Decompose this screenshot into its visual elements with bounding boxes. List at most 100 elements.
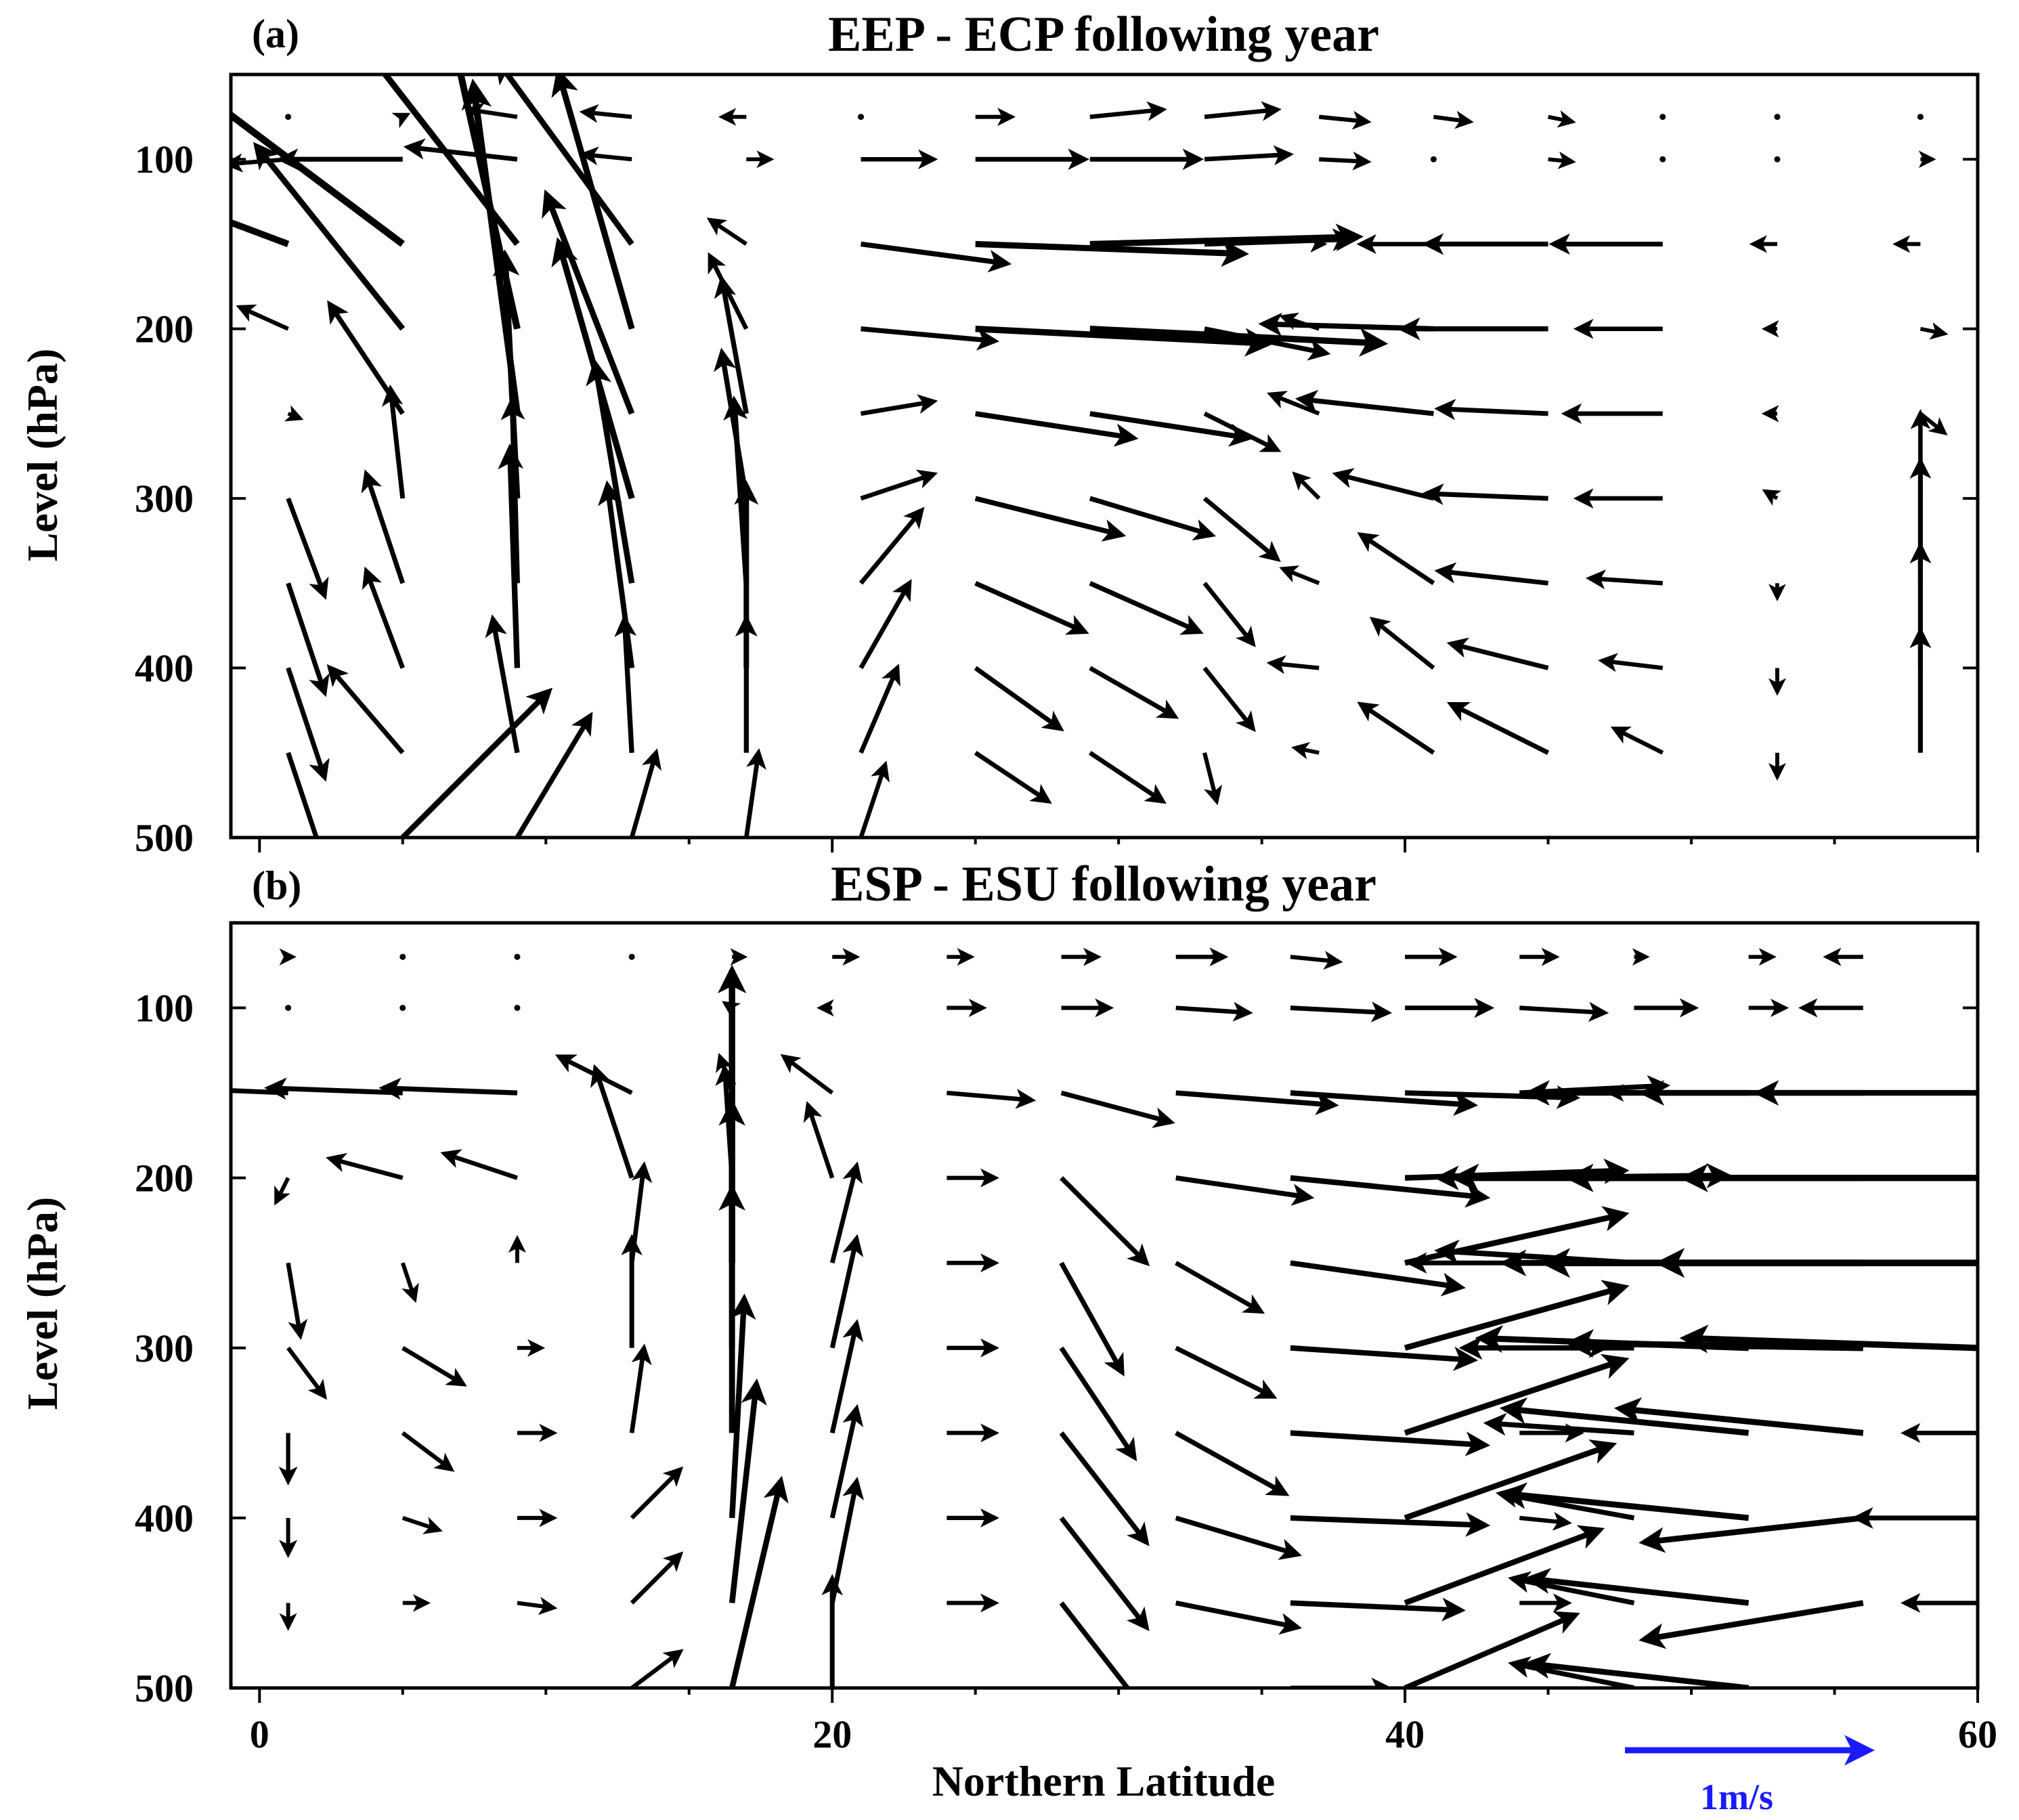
wind-vector-a (400, 687, 553, 838)
wind-vector-b (1290, 1345, 1479, 1371)
wind-vector-a (1357, 701, 1435, 755)
wind-vector-a (1202, 752, 1223, 806)
wind-vector-a (1089, 101, 1167, 121)
wind-vector-b (286, 1346, 327, 1400)
y-tick-label: 100 (135, 987, 194, 1031)
y-tick-label: 100 (135, 137, 194, 181)
wind-vector-a (1357, 532, 1435, 586)
wind-vector-a (362, 566, 406, 669)
wind-vector-b (1565, 1328, 1863, 1358)
wind-vector-b (401, 1431, 455, 1472)
x-tick-label: 40 (1385, 1712, 1425, 1756)
wind-vector-a (1319, 835, 1372, 838)
x-axis-label: Northern Latitude (932, 1757, 1276, 1805)
wind-vector-a (579, 146, 632, 166)
wind-vector-b (1175, 1090, 1339, 1116)
wind-vector-b (628, 953, 635, 960)
wind-vector-b (1175, 1261, 1265, 1314)
wind-vector-a (1089, 496, 1217, 541)
wind-vector-a (1089, 411, 1253, 447)
wind-vector-a (1433, 110, 1474, 129)
wind-vector-a (579, 104, 632, 123)
wind-vector-a (542, 189, 635, 415)
wind-vector-a (974, 581, 1089, 635)
wind-vector-a (285, 114, 292, 121)
wind-vector-b (1290, 1597, 1466, 1622)
wind-vector-b (1404, 1525, 1605, 1606)
wind-vector-a (1434, 399, 1548, 420)
wind-vector-b (1290, 1001, 1393, 1022)
panel-b-title: ESP - ESU following year (831, 857, 1376, 912)
wind-vector-b (399, 953, 406, 960)
wind-vector-a (1430, 156, 1437, 162)
wind-vector-a (1434, 562, 1548, 586)
wind-vector-a (1203, 411, 1282, 452)
wind-vector-b (829, 1319, 864, 1434)
wind-vector-a (1919, 322, 1949, 340)
panel-a-frame (229, 72, 1980, 840)
wind-vector-b (517, 1597, 558, 1616)
wind-vector-a (1598, 653, 1664, 672)
wind-vector-a (1202, 496, 1281, 563)
wind-vector-b (286, 1262, 308, 1340)
wind-vector-a (1917, 114, 1924, 121)
wind-vector-a (1267, 391, 1320, 416)
wind-vector-b (1060, 1090, 1175, 1129)
wind-vector-a (500, 395, 525, 584)
wind-vector-b (1404, 1439, 1618, 1521)
y-tick-label: 200 (135, 1156, 194, 1200)
wind-vector-a (494, 74, 634, 246)
wind-vector-a (706, 217, 748, 246)
wind-vector-a (975, 325, 1274, 357)
wind-vector-a (1548, 835, 1601, 838)
wind-vector-a (1548, 110, 1576, 128)
wind-vector-b (440, 1149, 518, 1180)
wind-vector-a (1204, 326, 1331, 361)
wind-vector-a (1659, 156, 1666, 162)
x-tick-label: 20 (812, 1712, 852, 1756)
wind-vector-b (1290, 1175, 1491, 1208)
panel-a-ticks: 100 200 300 400 500 (135, 137, 1979, 860)
wind-vector-b (1290, 1090, 1479, 1117)
wind-vector-a (1202, 666, 1256, 733)
wind-vector-a (743, 748, 766, 838)
wind-vector-a (361, 469, 406, 584)
wind-vector-a (1319, 151, 1372, 171)
wind-vector-b (803, 1101, 835, 1179)
wind-vector-a (551, 74, 635, 330)
wind-vector-a (1659, 114, 1666, 121)
wind-vector-a (1610, 727, 1664, 755)
wind-vector-a (974, 496, 1127, 542)
wind-vector-b (729, 1475, 789, 1688)
wind-vector-a (236, 304, 289, 331)
wind-vector-b (1524, 1567, 1750, 1606)
wind-vector-a (498, 443, 524, 668)
y-tick-label: 400 (135, 1496, 194, 1540)
wind-vector-b (1059, 1601, 1131, 1688)
wind-vector-b (1059, 1431, 1150, 1546)
wind-vector-a (1266, 655, 1320, 674)
panel-b-frame (229, 921, 1980, 1690)
wind-vector-a (629, 748, 661, 838)
wind-vector-a (515, 712, 593, 838)
y-tick-label: 300 (135, 477, 194, 521)
wind-vector-a (381, 384, 406, 499)
wind-vector-b (1175, 1001, 1253, 1022)
wind-vector-b (780, 1054, 834, 1095)
wind-vector-b (630, 1466, 684, 1520)
wind-vector-a (391, 112, 411, 129)
wind-vector-a (714, 275, 749, 414)
panel-a-title: EEP - ECP following year (828, 7, 1379, 62)
wind-vector-b (1499, 1482, 1750, 1521)
wind-vector-b (729, 1293, 756, 1519)
wind-vector-a (231, 110, 405, 247)
wind-vector-a (1204, 145, 1294, 166)
wind-vector-b (1290, 1512, 1491, 1537)
wind-vector-a (974, 666, 1064, 732)
wind-vector-b (264, 1077, 403, 1100)
panel-a: (a) EEP - ECP following year 100 200 300 40… (135, 7, 1980, 860)
wind-vector-b (729, 1378, 767, 1603)
wind-vector-b (1638, 1515, 1864, 1553)
reference-vector-label: 1m/s (1700, 1777, 1773, 1817)
wind-vector-b (326, 1152, 404, 1180)
